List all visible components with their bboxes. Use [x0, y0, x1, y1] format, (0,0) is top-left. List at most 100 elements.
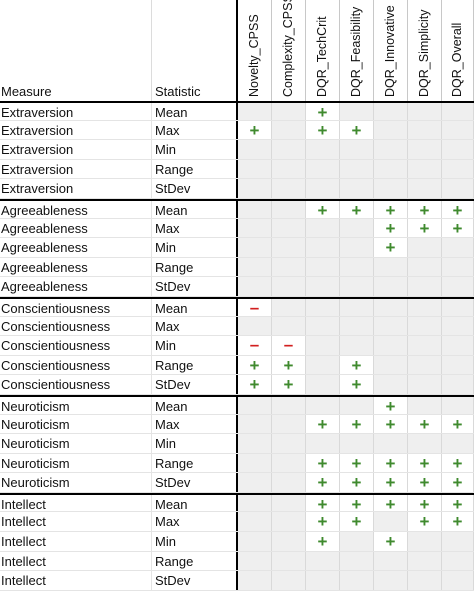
value-cell[interactable]	[272, 316, 306, 336]
value-cell[interactable]	[306, 238, 340, 257]
measure-cell[interactable]: Conscientiousness	[0, 375, 152, 394]
value-cell[interactable]	[238, 257, 272, 277]
value-cell[interactable]: +	[408, 453, 442, 473]
value-cell[interactable]	[272, 140, 306, 159]
value-cell[interactable]	[272, 257, 306, 277]
value-cell[interactable]	[374, 571, 408, 590]
statistic-cell[interactable]: Min	[155, 142, 176, 158]
statistic-cell[interactable]: StDev	[155, 181, 191, 197]
value-cell[interactable]: +	[340, 120, 374, 140]
value-cell[interactable]	[408, 316, 442, 336]
value-cell[interactable]	[238, 434, 272, 453]
value-cell[interactable]: +	[374, 453, 408, 473]
value-cell[interactable]	[340, 179, 374, 198]
value-cell[interactable]: +	[340, 473, 374, 492]
measure-cell[interactable]: Agreeableness	[0, 200, 152, 218]
value-cell[interactable]	[408, 179, 442, 198]
value-cell[interactable]	[272, 120, 306, 140]
value-cell[interactable]	[238, 473, 272, 492]
value-cell[interactable]: +	[340, 453, 374, 473]
measure-cell[interactable]: Intellect	[0, 512, 152, 532]
value-cell[interactable]	[374, 434, 408, 453]
value-cell[interactable]	[340, 277, 374, 296]
value-cell[interactable]	[272, 277, 306, 296]
value-cell[interactable]: +	[306, 494, 340, 512]
value-cell[interactable]	[374, 336, 408, 355]
column-header-dqr-techcrit[interactable]: DQR_TechCrit	[306, 0, 340, 101]
value-cell[interactable]	[272, 396, 306, 414]
measure-cell[interactable]: Intellect	[0, 571, 152, 590]
value-cell[interactable]	[408, 355, 442, 375]
value-cell[interactable]	[272, 512, 306, 532]
value-cell[interactable]	[272, 494, 306, 512]
value-cell[interactable]: +	[374, 473, 408, 492]
measure-cell[interactable]: Extraversion	[0, 103, 152, 120]
measure-cell[interactable]: Intellect	[0, 494, 152, 512]
statistic-cell[interactable]: Min	[155, 240, 176, 256]
value-cell[interactable]	[374, 257, 408, 277]
value-cell[interactable]: +	[442, 512, 474, 532]
value-cell[interactable]	[272, 532, 306, 551]
value-cell[interactable]	[374, 316, 408, 336]
value-cell[interactable]: +	[408, 414, 442, 434]
value-cell[interactable]	[340, 140, 374, 159]
value-cell[interactable]: +	[306, 414, 340, 434]
statistic-cell[interactable]: Max	[155, 416, 180, 432]
value-cell[interactable]	[442, 277, 474, 296]
value-cell[interactable]	[408, 375, 442, 394]
value-cell[interactable]	[238, 200, 272, 218]
statistic-cell[interactable]: Max	[155, 122, 180, 138]
value-cell[interactable]	[238, 551, 272, 571]
value-cell[interactable]	[408, 257, 442, 277]
measure-cell[interactable]: Neuroticism	[0, 453, 152, 473]
value-cell[interactable]	[340, 159, 374, 179]
value-cell[interactable]: +	[306, 120, 340, 140]
value-cell[interactable]	[272, 238, 306, 257]
measure-cell[interactable]: Conscientiousness	[0, 336, 152, 355]
value-cell[interactable]: +	[374, 396, 408, 414]
value-cell[interactable]	[272, 551, 306, 571]
statistic-cell[interactable]: Min	[155, 436, 176, 452]
measure-cell[interactable]: Neuroticism	[0, 414, 152, 434]
value-cell[interactable]	[442, 551, 474, 571]
value-cell[interactable]: +	[442, 473, 474, 492]
value-cell[interactable]	[306, 355, 340, 375]
value-cell[interactable]: +	[340, 355, 374, 375]
value-cell[interactable]: +	[408, 218, 442, 238]
value-cell[interactable]	[306, 434, 340, 453]
statistic-cell[interactable]: StDev	[155, 475, 191, 491]
statistic-cell[interactable]: Range	[155, 357, 194, 373]
value-cell[interactable]: +	[442, 218, 474, 238]
value-cell[interactable]	[306, 298, 340, 316]
value-cell[interactable]: +	[374, 200, 408, 218]
value-cell[interactable]	[306, 316, 340, 336]
value-cell[interactable]	[238, 238, 272, 257]
value-cell[interactable]	[442, 532, 474, 551]
value-cell[interactable]	[442, 103, 474, 120]
value-cell[interactable]: +	[340, 414, 374, 434]
value-cell[interactable]: +	[306, 473, 340, 492]
value-cell[interactable]: +	[442, 414, 474, 434]
column-header-dqr-feasibility[interactable]: DQR_Feasibility	[340, 0, 374, 101]
value-cell[interactable]	[442, 316, 474, 336]
column-header-complexity-cpss[interactable]: Complexity_CPSS	[272, 0, 306, 101]
statistic-cell[interactable]: Max	[155, 514, 180, 530]
value-cell[interactable]: –	[238, 336, 272, 355]
value-cell[interactable]: +	[374, 532, 408, 551]
statistic-cell[interactable]: Range	[155, 259, 194, 275]
value-cell[interactable]: +	[374, 218, 408, 238]
measure-cell[interactable]: Agreeableness	[0, 277, 152, 296]
value-cell[interactable]	[374, 179, 408, 198]
value-cell[interactable]	[306, 257, 340, 277]
statistic-cell[interactable]: Range	[155, 161, 194, 177]
statistic-cell[interactable]: Min	[155, 338, 176, 354]
value-cell[interactable]	[238, 532, 272, 551]
value-cell[interactable]	[374, 103, 408, 120]
measure-cell[interactable]: Extraversion	[0, 179, 152, 198]
value-cell[interactable]	[442, 298, 474, 316]
value-cell[interactable]: +	[374, 494, 408, 512]
measure-cell[interactable]: Neuroticism	[0, 434, 152, 453]
value-cell[interactable]	[408, 396, 442, 414]
value-cell[interactable]	[442, 238, 474, 257]
value-cell[interactable]	[306, 336, 340, 355]
